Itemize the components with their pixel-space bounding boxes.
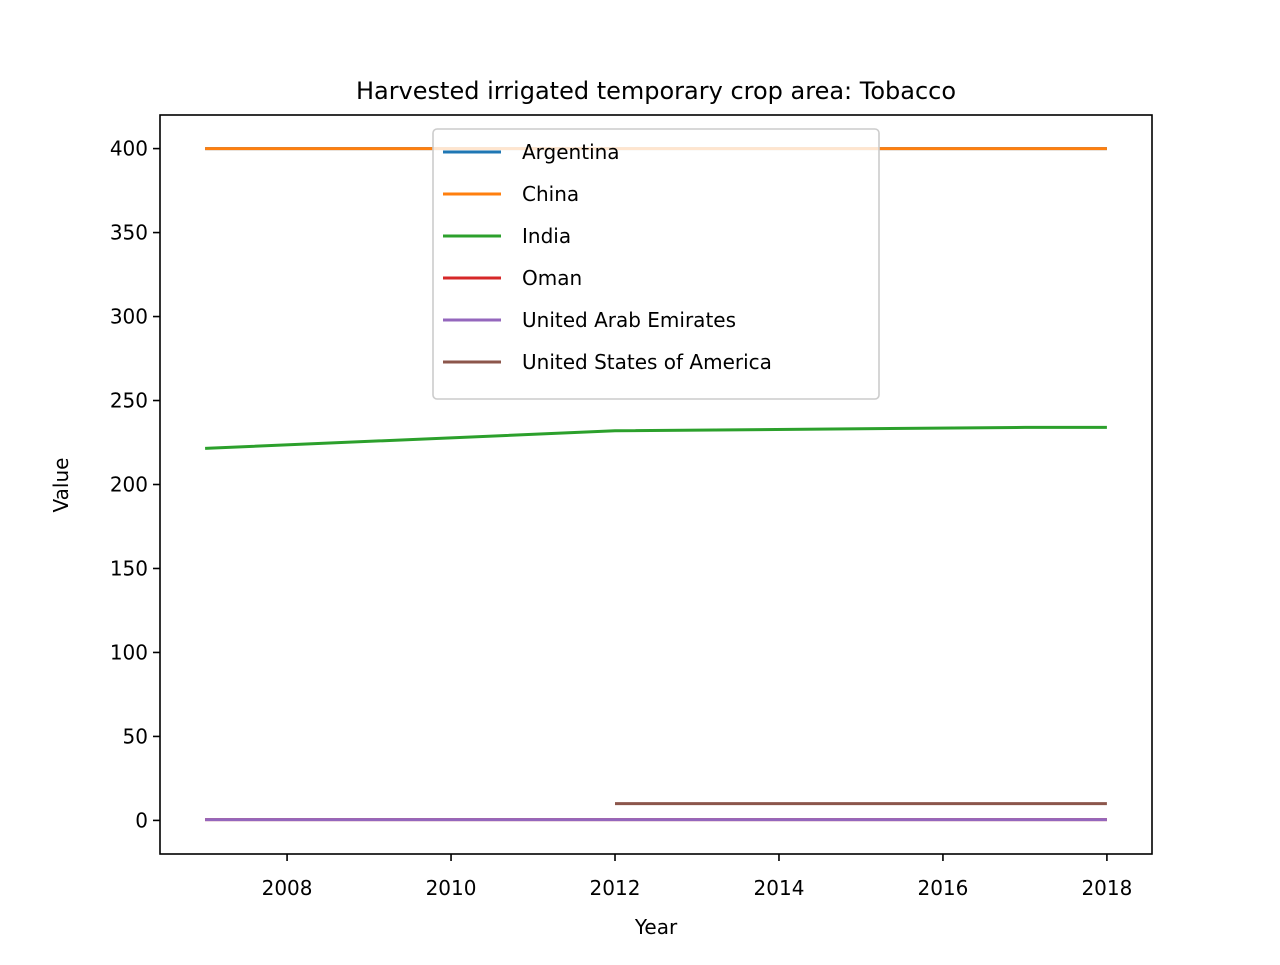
legend-label-2: India xyxy=(522,224,571,248)
chart-title: Harvested irrigated temporary crop area:… xyxy=(356,77,956,105)
y-axis-label: Value xyxy=(49,458,73,513)
series-line-2 xyxy=(205,425,1107,450)
x-tick-label: 2010 xyxy=(426,876,477,900)
y-tick-label: 150 xyxy=(110,556,148,580)
x-tick-label: 2008 xyxy=(262,876,313,900)
legend-label-5: United States of America xyxy=(522,350,772,374)
y-tick-label: 0 xyxy=(135,808,148,832)
y-tick-label: 350 xyxy=(110,221,148,245)
x-tick-label: 2012 xyxy=(590,876,641,900)
x-axis-ticks: 2008 2010 2012 2014 2016 2018 xyxy=(262,854,1132,900)
legend-label-0: Argentina xyxy=(522,140,620,164)
y-tick-label: 50 xyxy=(123,724,148,748)
legend: Argentina China India Oman United Arab Emira… xyxy=(432,128,880,400)
legend-label-3: Oman xyxy=(522,266,582,290)
x-axis-label: Year xyxy=(634,915,678,939)
y-axis-ticks: 0 50 100 150 200 250 300 350 400 xyxy=(110,137,160,832)
x-tick-label: 2014 xyxy=(754,876,805,900)
legend-label-1: China xyxy=(522,182,579,206)
legend-label-4: United Arab Emirates xyxy=(522,308,736,332)
x-tick-label: 2018 xyxy=(1081,876,1132,900)
x-tick-label: 2016 xyxy=(917,876,968,900)
y-tick-label: 100 xyxy=(110,640,148,664)
y-tick-label: 400 xyxy=(110,137,148,161)
y-tick-label: 300 xyxy=(110,305,148,329)
y-tick-label: 250 xyxy=(110,389,148,413)
y-tick-label: 200 xyxy=(110,473,148,497)
legend-box xyxy=(432,128,880,400)
